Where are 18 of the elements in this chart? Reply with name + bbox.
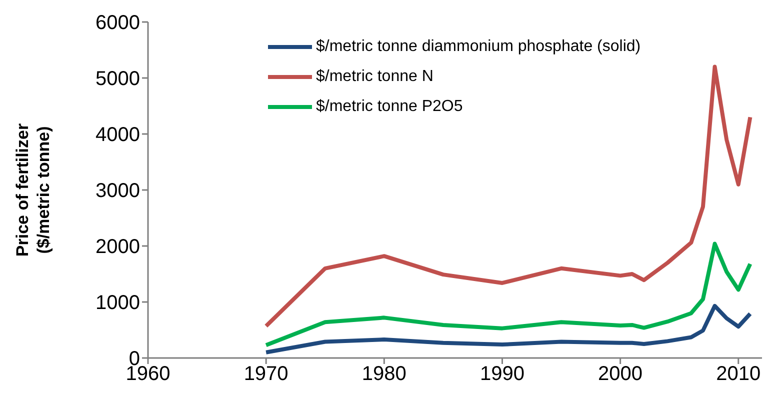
- x-tick-label: 2000: [598, 363, 643, 386]
- y-axis-title: Price of fertilizer ($/metric tonne): [13, 123, 53, 257]
- y-tick-label: 2000: [96, 236, 140, 258]
- y-tick-label: 6000: [96, 12, 140, 34]
- x-tick-label: 1980: [362, 363, 406, 386]
- line-series: [264, 242, 752, 348]
- x-tick-label: 1990: [480, 363, 524, 386]
- x-tick-label: 2010: [716, 363, 761, 386]
- line-series: [264, 304, 752, 354]
- line-series: [264, 64, 752, 328]
- y-tick-label: 1000: [96, 292, 140, 314]
- y-tick-label: 4000: [96, 124, 140, 146]
- legend-label: $/metric tonne P2O5: [316, 98, 463, 116]
- y-tick-label: 5000: [96, 68, 140, 90]
- x-tick-label: 1970: [244, 363, 288, 386]
- legend-label: $/metric tonne N: [316, 68, 434, 86]
- legend-label: $/metric tonne diammonium phosphate (solid): [316, 38, 641, 56]
- y-tick-label: 3000: [96, 180, 140, 202]
